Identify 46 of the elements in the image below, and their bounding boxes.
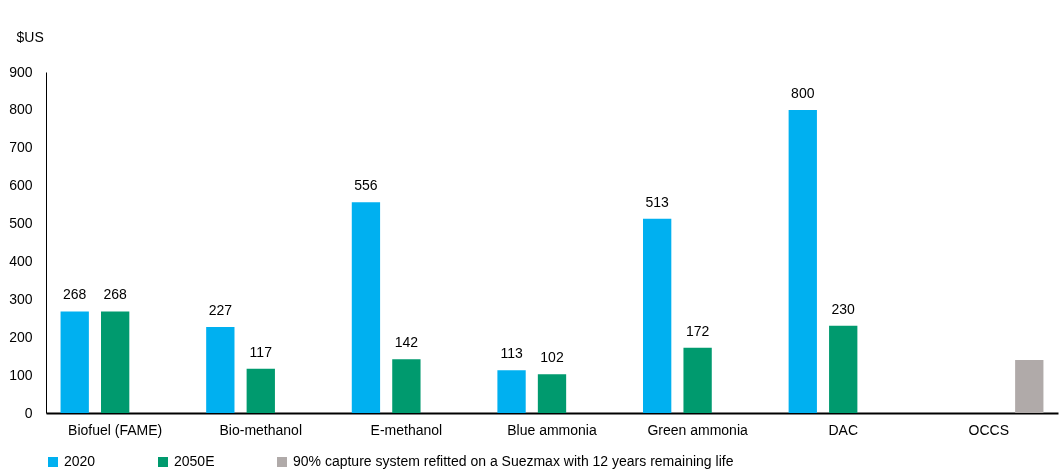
bar — [1015, 359, 1044, 413]
data-label: 800 — [791, 84, 815, 101]
x-tick-label: DAC — [828, 421, 858, 438]
bar — [206, 326, 235, 413]
data-label: 102 — [540, 349, 564, 366]
data-label: 513 — [645, 193, 670, 210]
y-tick-label: 0 — [24, 404, 33, 421]
x-tick-label: Green ammonia — [647, 421, 749, 438]
bar — [246, 368, 275, 413]
data-label: 113 — [500, 345, 523, 362]
x-tick-label: Biofuel (FAME) — [68, 421, 163, 438]
y-tick-label: 200 — [9, 328, 33, 345]
bar — [60, 311, 89, 413]
bar — [643, 218, 672, 413]
data-label: 230 — [831, 300, 856, 317]
y-tick-label: 800 — [9, 101, 33, 118]
bar — [497, 370, 526, 413]
data-label: 172 — [685, 322, 710, 339]
data-label: 268 — [103, 286, 128, 303]
y-axis-title: $US — [16, 28, 44, 45]
y-tick-label: 600 — [9, 177, 33, 194]
x-tick-label: OCCS — [968, 421, 1010, 438]
x-tick-label: Bio-methanol — [219, 421, 303, 438]
x-tick-label: E-methanol — [370, 421, 443, 438]
bar — [788, 109, 817, 413]
data-label: 556 — [354, 177, 378, 194]
legend-label: 2050E — [174, 453, 215, 469]
legend-label: 2020 — [64, 453, 96, 469]
y-tick-label: 500 — [9, 215, 33, 232]
bar — [392, 359, 421, 413]
data-label: 227 — [208, 301, 233, 318]
y-tick-label: 700 — [9, 139, 33, 156]
y-tick-label: 100 — [9, 366, 33, 383]
bar — [683, 347, 712, 413]
y-tick-label: 300 — [9, 290, 33, 307]
y-tick-label: 400 — [9, 252, 33, 269]
legend-label: 90% capture system refitted on a Suezmax with 12 years remaining life — [293, 453, 734, 469]
y-tick-label: 900 — [9, 63, 33, 80]
x-tick-label: Blue ammonia — [507, 421, 597, 438]
data-label: 268 — [63, 286, 87, 303]
data-label: 142 — [394, 334, 419, 351]
bar — [351, 202, 381, 413]
bar — [101, 311, 130, 413]
data-label: 117 — [249, 343, 273, 360]
bar — [537, 374, 567, 413]
bar — [829, 325, 858, 413]
